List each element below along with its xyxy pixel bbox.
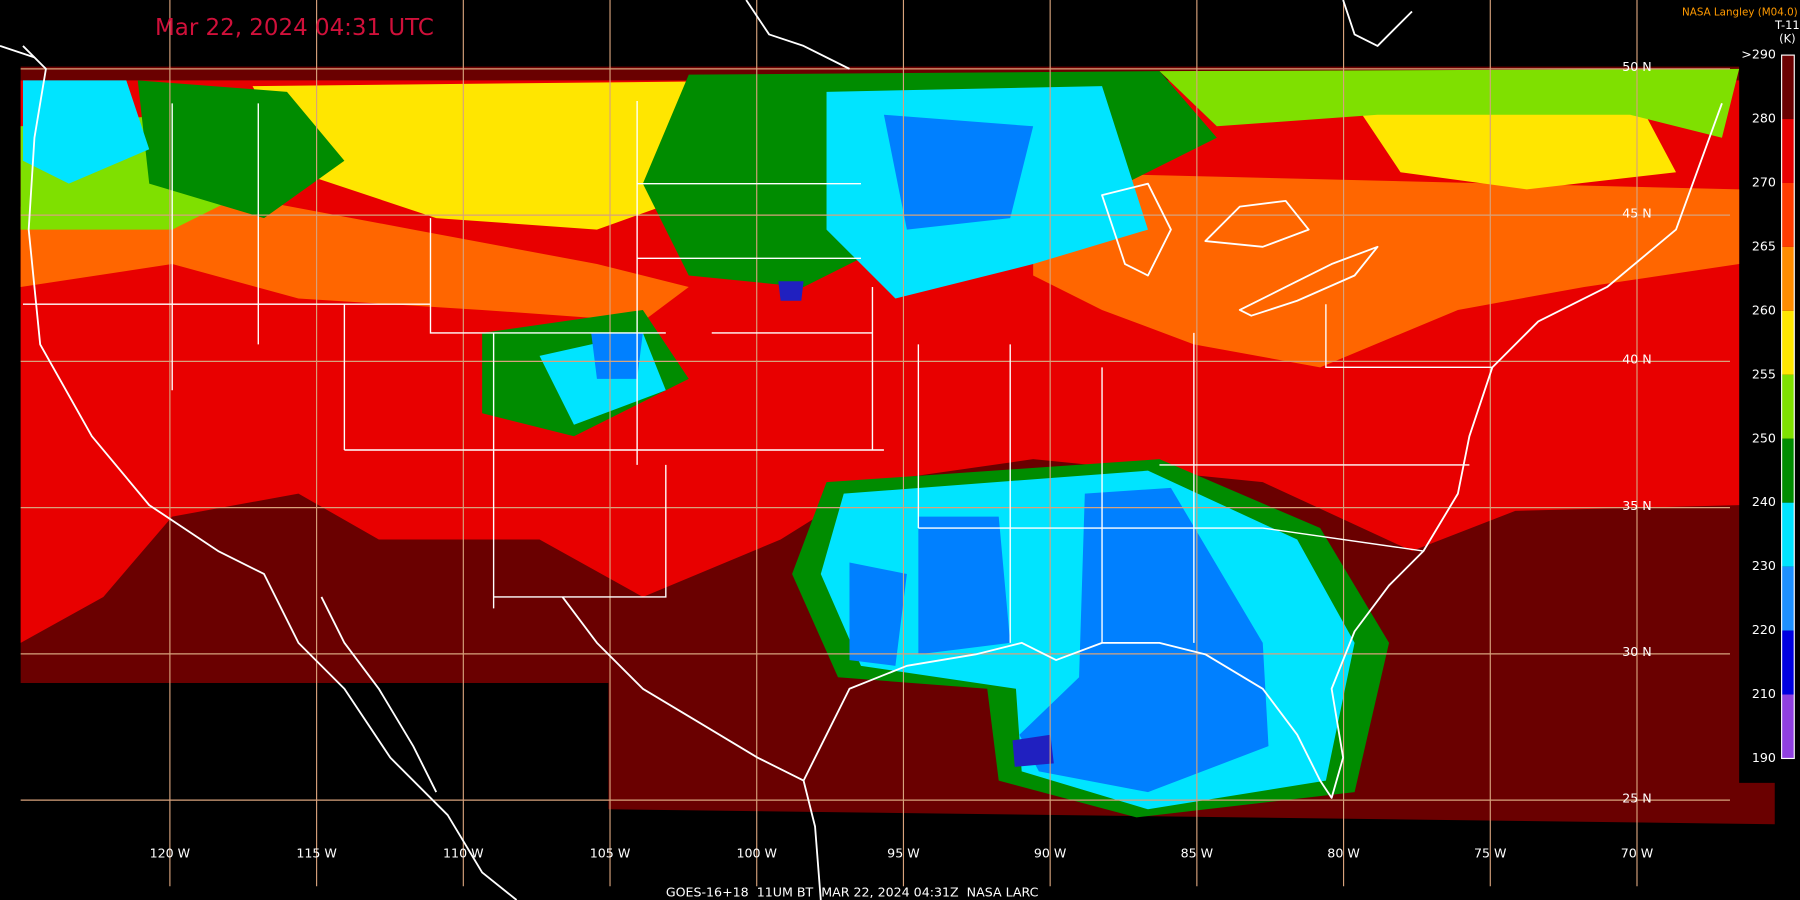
latitude-label: 35 N [1622,498,1651,513]
great-lakes [1101,182,1379,317]
colorbar-segment [1781,119,1795,183]
footer: GOES-16+18 11UM BT MAR 22, 2024 04:31Z N… [666,885,1039,900]
light-green-region [20,68,1740,230]
blue-region [591,114,1269,793]
colorbar-label: 220 [1752,622,1776,637]
credit: NASA Langley (M04.0) [1682,7,1798,19]
longitude-label: 85 W [1181,846,1214,861]
latitude-label: 30 N [1622,644,1651,659]
colorbar-label: 230 [1752,558,1776,573]
colorbar-label: 260 [1752,302,1776,317]
colorbar-segment [1781,246,1795,311]
longitude-label: 80 W [1327,846,1360,861]
gulf-atlantic-coast [802,103,1723,799]
colorbar-segment [1781,374,1795,439]
pacific-coast [22,45,518,900]
mexico-border-coast [561,596,822,900]
longitude-label: 75 W [1474,846,1507,861]
colorbar-segment [1781,566,1795,631]
colorbar-segment [1781,438,1795,503]
cyan-region [22,80,1355,810]
colorbar-segment [1781,502,1795,567]
graticule-labels: 50 N 45 N 40 N 35 N 30 N 25 N 120 W 115 W 110 W 1… [150,59,1654,860]
colorbar-label: 240 [1752,494,1776,509]
yellow-region [252,80,1677,230]
longitude-label: 95 W [887,846,920,861]
colorbar: >290 280 270 265 260 255 250 240 230 220 210 190 [1741,47,1795,765]
colorbar-label: 265 [1752,238,1776,253]
longitude-label: 120 W [150,846,191,861]
colorbar-label: 210 [1752,686,1776,701]
colorbar-segment [1781,182,1795,247]
colorbar-segment [1781,55,1795,120]
graticule [20,0,1730,887]
colorbar-label: 190 [1752,750,1776,765]
longitude-label: 110 W [443,846,484,861]
colorbar-label: 255 [1752,366,1776,381]
imagery [20,66,1775,825]
latitude-label: 25 N [1622,790,1651,805]
longitude-label: 105 W [590,846,631,861]
latitude-label: 50 N [1622,59,1651,74]
colorbar-label: >290 [1741,47,1776,62]
boundaries [0,0,1723,900]
baja-gulf-coast [320,596,438,793]
longitude-label: 100 W [736,846,777,861]
latitude-label: 45 N [1622,205,1651,220]
latitude-label: 40 N [1622,352,1651,367]
colorbar-label: 250 [1752,430,1776,445]
canada-coast [0,0,1413,70]
longitude-label: 90 W [1034,846,1067,861]
colorbar-label: 270 [1752,174,1776,189]
colorbar-frame [1781,54,1795,760]
colorbar-segment [1781,310,1795,375]
colorbar-channel: T-11 [1774,18,1800,32]
longitude-label: 70 W [1621,846,1654,861]
colorbar-label: 280 [1752,111,1776,126]
colorbar-unit: (K) [1779,32,1795,46]
colorbar-segment [1781,694,1795,759]
longitude-label: 115 W [296,846,337,861]
orange-region [20,172,1740,368]
map-title: Mar 22, 2024 04:31 UTC [155,15,434,41]
colorbar-segment [1781,630,1795,695]
state-lines [22,101,1493,643]
